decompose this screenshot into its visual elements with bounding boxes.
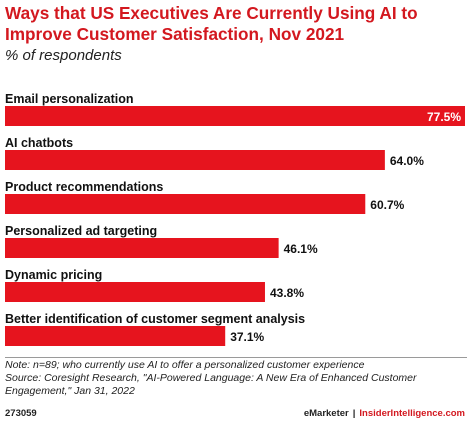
category-label: Dynamic pricing [5,268,102,282]
footer-divider [5,357,467,358]
bar [5,150,385,170]
value-label: 43.8% [270,286,304,300]
chart-title: Ways that US Executives Are Currently Us… [5,3,418,44]
category-label: Personalized ad targeting [5,224,157,238]
category-label: AI chatbots [5,136,73,150]
value-label: 77.5% [427,110,461,124]
value-label: 46.1% [284,242,318,256]
footer-brand: eMarketer | InsiderIntelligence.com [304,408,465,419]
category-label: Email personalization [5,92,134,106]
bar [5,326,226,346]
bar [5,238,279,258]
bar [5,194,366,214]
bar [5,282,265,302]
brand-insider-intelligence: InsiderIntelligence.com [359,408,465,419]
bar [5,106,465,126]
value-label: 60.7% [370,198,404,212]
value-label: 37.1% [230,330,264,344]
chart-id: 273059 [5,408,37,419]
category-label: Product recommendations [5,180,163,194]
chart-note: Note: n=89; who currently use AI to offe… [5,359,467,398]
brand-emarketer: eMarketer [303,408,349,419]
value-label: 64.0% [390,154,424,168]
brand-separator: | [352,408,356,419]
source-text: Source: Coresight Research, "AI-Powered … [5,372,417,397]
category-label: Better identification of customer segmen… [5,312,305,326]
note-text: Note: n=89; who currently use AI to offe… [5,359,365,371]
chart-subtitle: % of respondents [5,47,122,64]
